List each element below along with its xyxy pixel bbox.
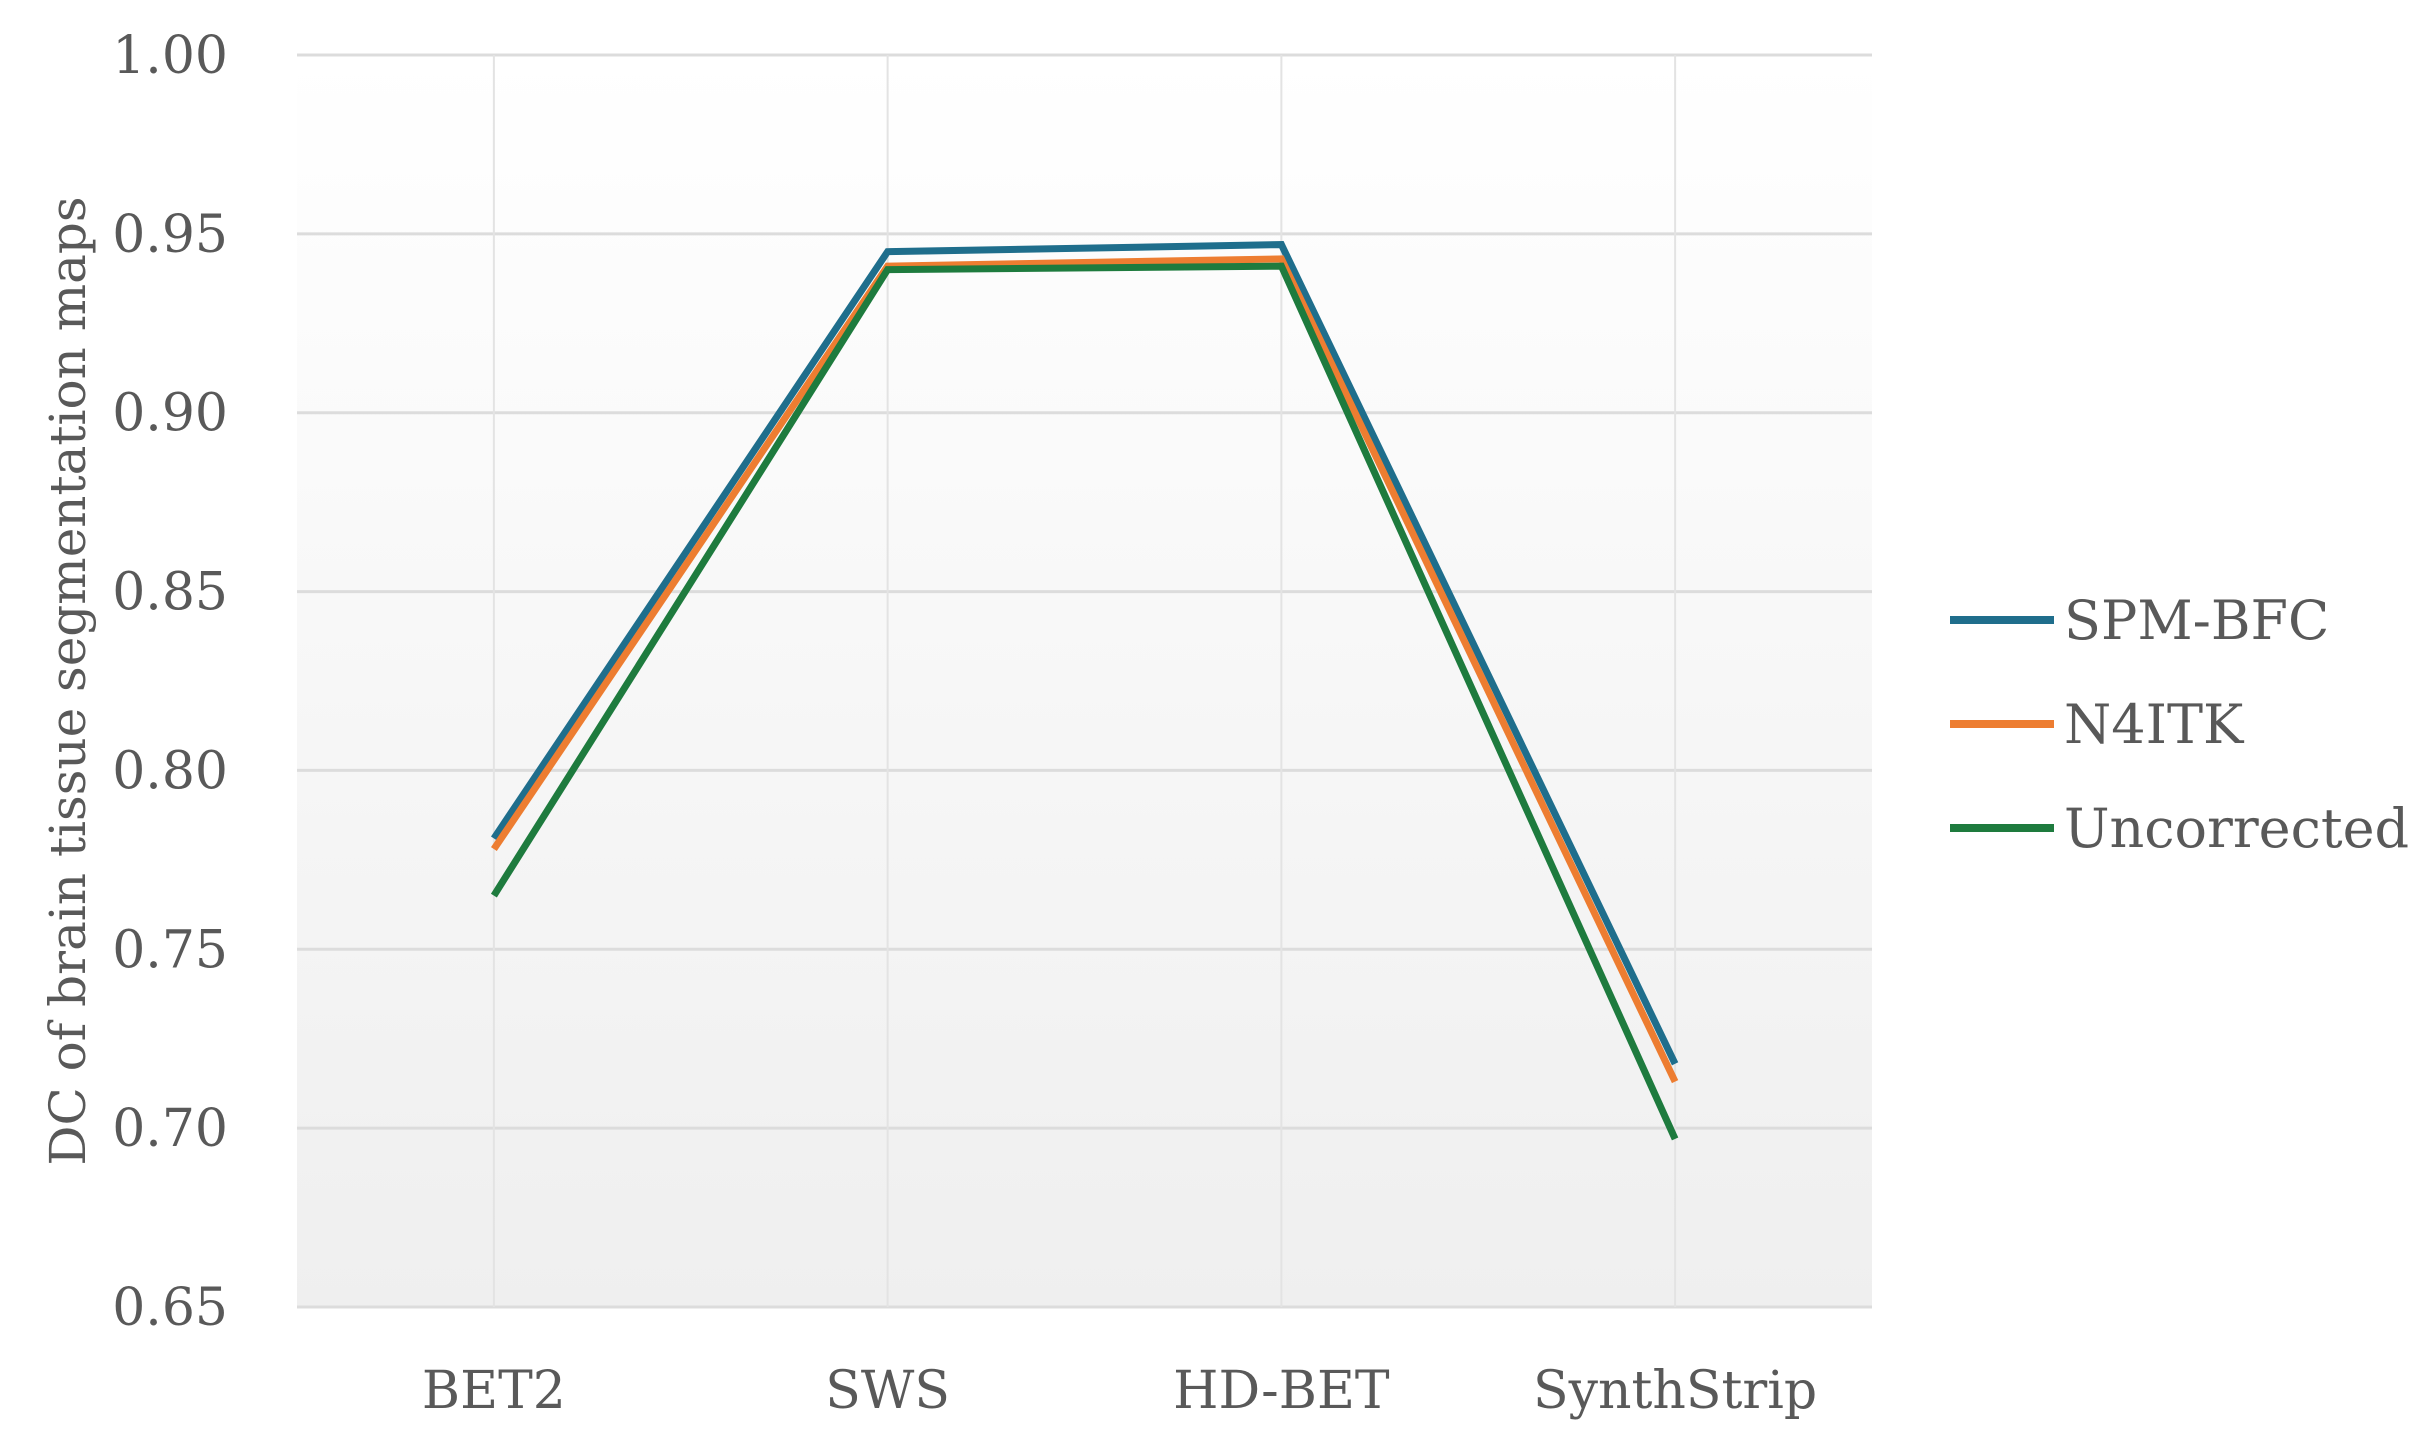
legend-label: SPM-BFC <box>2064 589 2329 652</box>
series-line-spm-bfc <box>490 241 1679 1066</box>
y-axis-title: DC of brain tissue segmentation maps <box>39 196 97 1165</box>
y-tick-label: 0.65 <box>112 1278 228 1338</box>
x-axis-ticks: BET2 SWS HD-BET SynthStrip <box>422 1361 1817 1421</box>
x-tick-label: SynthStrip <box>1533 1361 1817 1421</box>
x-tick-label: SWS <box>825 1361 950 1421</box>
legend-label: N4ITK <box>2064 693 2245 756</box>
y-tick-label: 0.90 <box>112 384 228 444</box>
series-line-n4itk <box>490 255 1679 1084</box>
x-tick-label: HD-BET <box>1173 1361 1390 1421</box>
series-lines <box>490 241 1679 1141</box>
legend: SPM-BFC N4ITK Uncorrected <box>1950 589 2409 860</box>
plot-area <box>297 55 1872 1307</box>
y-tick-label: 0.80 <box>112 741 228 801</box>
legend-label: Uncorrected <box>2064 797 2409 860</box>
y-tick-label: 0.95 <box>112 205 228 265</box>
series-line-uncorrected <box>490 262 1679 1141</box>
y-tick-label: 1.00 <box>112 26 228 86</box>
y-tick-label: 0.75 <box>112 920 228 980</box>
y-tick-label: 0.85 <box>112 563 228 623</box>
x-tick-label: BET2 <box>422 1361 566 1421</box>
y-tick-label: 0.70 <box>112 1099 228 1159</box>
y-axis-ticks: 0.65 0.70 0.75 0.80 0.85 0.90 0.95 1.00 <box>112 26 228 1338</box>
